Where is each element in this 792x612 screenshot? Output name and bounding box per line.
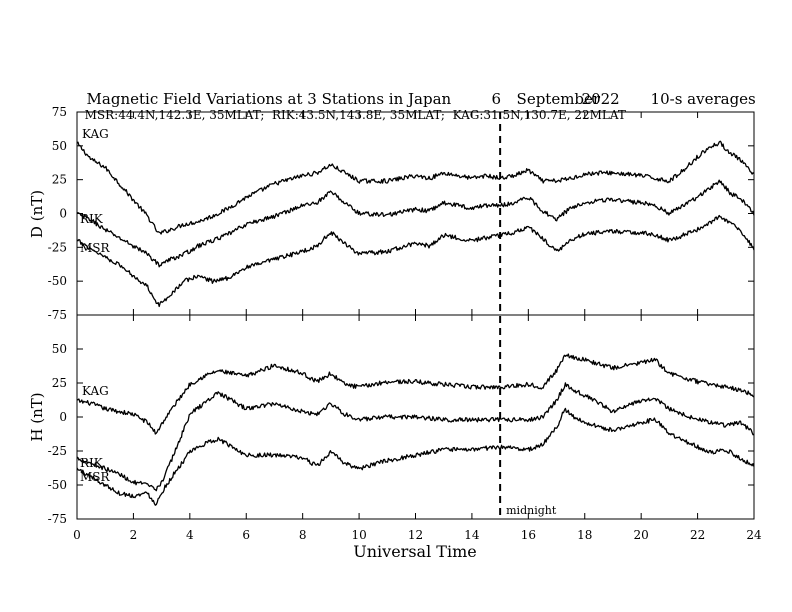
d-ytick-label: 25 <box>52 173 67 187</box>
h-xtick-label: 14 <box>464 528 480 542</box>
h-panel-x-ticks: 0 2 4 6 8 10 12 14 16 18 20 22 24 <box>73 315 762 542</box>
figure-month: September <box>507 72 601 108</box>
h-series-line-msr <box>76 407 755 506</box>
h-ytick-label: -25 <box>48 444 67 458</box>
h-series-line-rik <box>76 382 755 492</box>
h-ytick-label: 50 <box>52 342 67 356</box>
h-series-label-kag: KAG <box>82 384 109 398</box>
h-ytick-label: -50 <box>48 478 67 492</box>
d-ytick-label: -50 <box>48 274 67 288</box>
h-xtick-label: 0 <box>73 528 81 542</box>
d-panel-series <box>76 140 755 308</box>
stations-info: MSR:44.4N,142.3E, 35MLAT; RIK:43.5N,143.… <box>77 94 626 122</box>
h-ytick-label: 0 <box>59 410 67 424</box>
d-series-label-rik: RIK <box>80 212 104 226</box>
d-ytick-label: 75 <box>52 105 67 119</box>
h-xtick-label: 22 <box>690 528 705 542</box>
stations-text: MSR:44.4N,142.3E, 35MLAT; RIK:43.5N,143.… <box>84 108 626 122</box>
h-xtick-label: 24 <box>746 528 762 542</box>
d-component-panel: -75 -50 -25 0 25 50 75 D (nT) KAG RIK MSR <box>28 105 755 322</box>
h-xtick-label: 8 <box>299 528 307 542</box>
d-series-label-msr: MSR <box>80 241 111 255</box>
figure-date: 6 <box>482 72 502 108</box>
d-ytick-label: -25 <box>48 240 67 254</box>
d-series-line-kag <box>76 140 755 235</box>
h-xtick-label: 4 <box>186 528 194 542</box>
x-axis-label: Universal Time <box>353 542 476 561</box>
h-panel-y-ticks: -75 -50 -25 0 25 50 <box>48 342 754 526</box>
d-ytick-label: 50 <box>52 139 67 153</box>
d-series-label-kag: KAG <box>82 127 109 141</box>
date-month: September <box>516 90 601 108</box>
d-series-line-rik <box>76 179 755 268</box>
h-xtick-label: 6 <box>242 528 250 542</box>
h-xtick-label: 2 <box>130 528 138 542</box>
h-xtick-label: 12 <box>408 528 423 542</box>
figure-title: Magnetic Field Variations at 3 Stations … <box>77 72 452 108</box>
h-ytick-label: -75 <box>48 512 67 526</box>
d-panel-frame <box>76 111 755 316</box>
figure-averaging: 10-s averages <box>641 72 756 108</box>
date-day: 6 <box>491 90 502 108</box>
h-panel-ylabel: H (nT) <box>28 392 46 441</box>
midnight-label: midnight <box>506 504 557 517</box>
h-ytick-label: 25 <box>52 376 67 390</box>
h-series-label-msr: MSR <box>80 470 111 484</box>
h-series-label-rik: RIK <box>80 456 104 470</box>
d-ytick-label: 0 <box>59 207 67 221</box>
h-xtick-label: 18 <box>577 528 592 542</box>
d-panel-y-ticks: -75 -50 -25 0 25 50 75 <box>48 105 754 322</box>
figure-year: 2022 <box>572 72 620 108</box>
h-series-line-kag <box>76 353 755 435</box>
h-xtick-label: 20 <box>634 528 649 542</box>
d-panel-x-ticks <box>76 112 755 315</box>
h-xtick-label: 10 <box>351 528 366 542</box>
h-panel-series <box>76 353 755 506</box>
d-panel-ylabel: D (nT) <box>28 190 46 238</box>
date-year: 2022 <box>581 90 620 108</box>
d-ytick-label: -75 <box>48 308 67 322</box>
title-text: Magnetic Field Variations at 3 Stations … <box>86 90 452 108</box>
h-xtick-label: 16 <box>521 528 536 542</box>
averaging-label: 10-s averages <box>650 90 756 108</box>
d-series-line-msr <box>76 214 755 308</box>
